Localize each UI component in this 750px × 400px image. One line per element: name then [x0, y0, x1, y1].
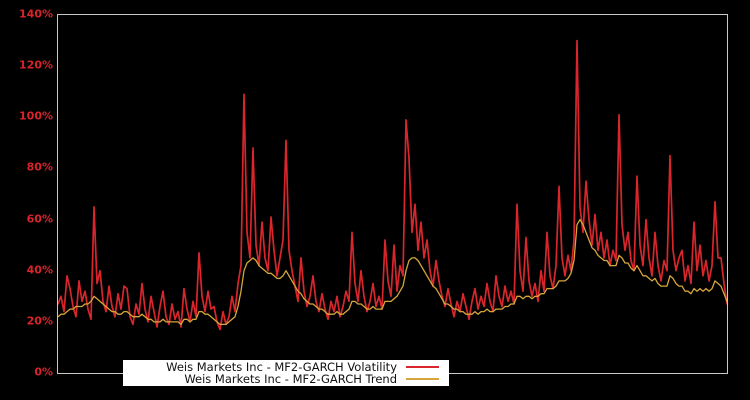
y-axis-tick-label: 40%: [26, 263, 53, 277]
y-axis-tick-label: 120%: [19, 58, 53, 72]
y-axis-tick-label: 20%: [26, 314, 53, 328]
legend-row: Weis Markets Inc - MF2-GARCH Trend: [129, 373, 439, 385]
legend: Weis Markets Inc - MF2-GARCH Volatility …: [123, 360, 449, 386]
plot-canvas: [58, 39, 727, 331]
y-axis-tick-label: 80%: [26, 160, 53, 174]
volatility-line: [58, 39, 727, 331]
legend-label-volatility: Weis Markets Inc - MF2-GARCH Volatility: [166, 360, 397, 374]
y-axis-tick-label: 60%: [26, 212, 53, 226]
y-axis-tick-label: 0%: [34, 365, 53, 379]
legend-label-trend: Weis Markets Inc - MF2-GARCH Trend: [184, 372, 397, 386]
legend-swatch-volatility-line: [406, 366, 439, 368]
legend-row: Weis Markets Inc - MF2-GARCH Volatility: [129, 361, 439, 373]
y-axis-tick-label: 140%: [19, 7, 53, 21]
trend-line: [58, 218, 727, 326]
y-axis-tick-label: 100%: [19, 109, 53, 123]
legend-swatch-trend-line: [406, 378, 439, 380]
plot-area: Weis Markets Inc - MF2-GARCH Volatility …: [57, 14, 728, 386]
